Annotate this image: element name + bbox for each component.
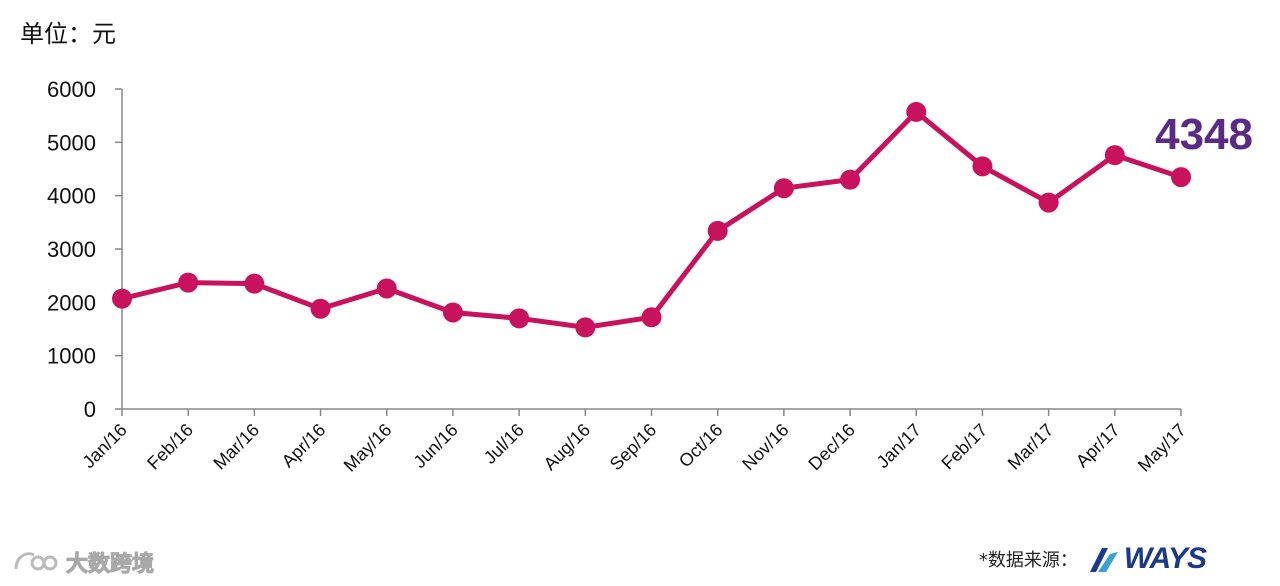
x-tick-label: Jan/17 — [873, 420, 925, 472]
data-point — [376, 278, 397, 299]
source-label: *数据来源： — [978, 550, 1078, 571]
y-tick-label: 3000 — [47, 237, 96, 262]
x-tick-label: May/16 — [340, 420, 396, 476]
data-point — [178, 272, 199, 293]
data-point — [641, 307, 662, 328]
data-point — [509, 308, 530, 329]
data-point — [707, 220, 728, 241]
data-point — [575, 317, 596, 338]
data-point — [1171, 167, 1191, 188]
data-point — [112, 288, 132, 309]
data-point — [773, 178, 794, 199]
callout-value-label: 4348 — [1155, 110, 1253, 159]
ways-swoosh-icon — [1089, 548, 1118, 572]
ways-logo: WAYS — [1088, 542, 1207, 576]
data-point — [1104, 145, 1125, 166]
y-tick-label: 6000 — [47, 77, 96, 102]
data-point — [906, 101, 927, 122]
data-point — [1038, 192, 1059, 213]
ways-logo-text: WAYS — [1123, 542, 1207, 575]
x-tick-label: Aug/16 — [540, 420, 594, 474]
y-tick-label: 4000 — [47, 184, 96, 209]
x-tick-label: Apr/17 — [1072, 420, 1124, 472]
y-tick-label: 2000 — [47, 290, 96, 315]
data-point — [244, 273, 265, 294]
x-tick-label: Mar/17 — [1004, 420, 1058, 474]
x-tick-label: Feb/17 — [937, 420, 991, 474]
watermark-logo-icon — [14, 552, 58, 571]
watermark-text: 大数跨境 — [65, 552, 155, 578]
x-tick-label: Mar/16 — [209, 420, 263, 474]
x-tick-label: Sep/16 — [606, 420, 660, 474]
data-point — [840, 169, 861, 190]
data-point — [442, 302, 463, 323]
x-tick-label: Jan/16 — [78, 420, 130, 472]
x-tick-label: Jun/16 — [409, 420, 461, 472]
y-tick-label: 1000 — [47, 344, 96, 369]
x-tick-label: Jul/16 — [480, 420, 528, 468]
data-point — [972, 156, 993, 177]
watermark: 大数跨境 — [12, 546, 155, 578]
x-tick-label: Apr/16 — [278, 420, 330, 472]
x-tick-label: Nov/16 — [738, 420, 792, 474]
data-point — [310, 298, 331, 319]
series-line — [121, 109, 1182, 330]
unit-label: 单位：元 — [20, 20, 116, 48]
x-tick-label: Dec/16 — [804, 420, 858, 474]
x-tick-label: Oct/16 — [675, 420, 727, 472]
x-tick-label: May/17 — [1134, 420, 1190, 476]
y-tick-label: 5000 — [47, 130, 96, 155]
source-attribution: *数据来源： WAYS — [978, 542, 1207, 576]
y-tick-label: 0 — [84, 397, 96, 422]
x-tick-label: Feb/16 — [143, 420, 197, 474]
